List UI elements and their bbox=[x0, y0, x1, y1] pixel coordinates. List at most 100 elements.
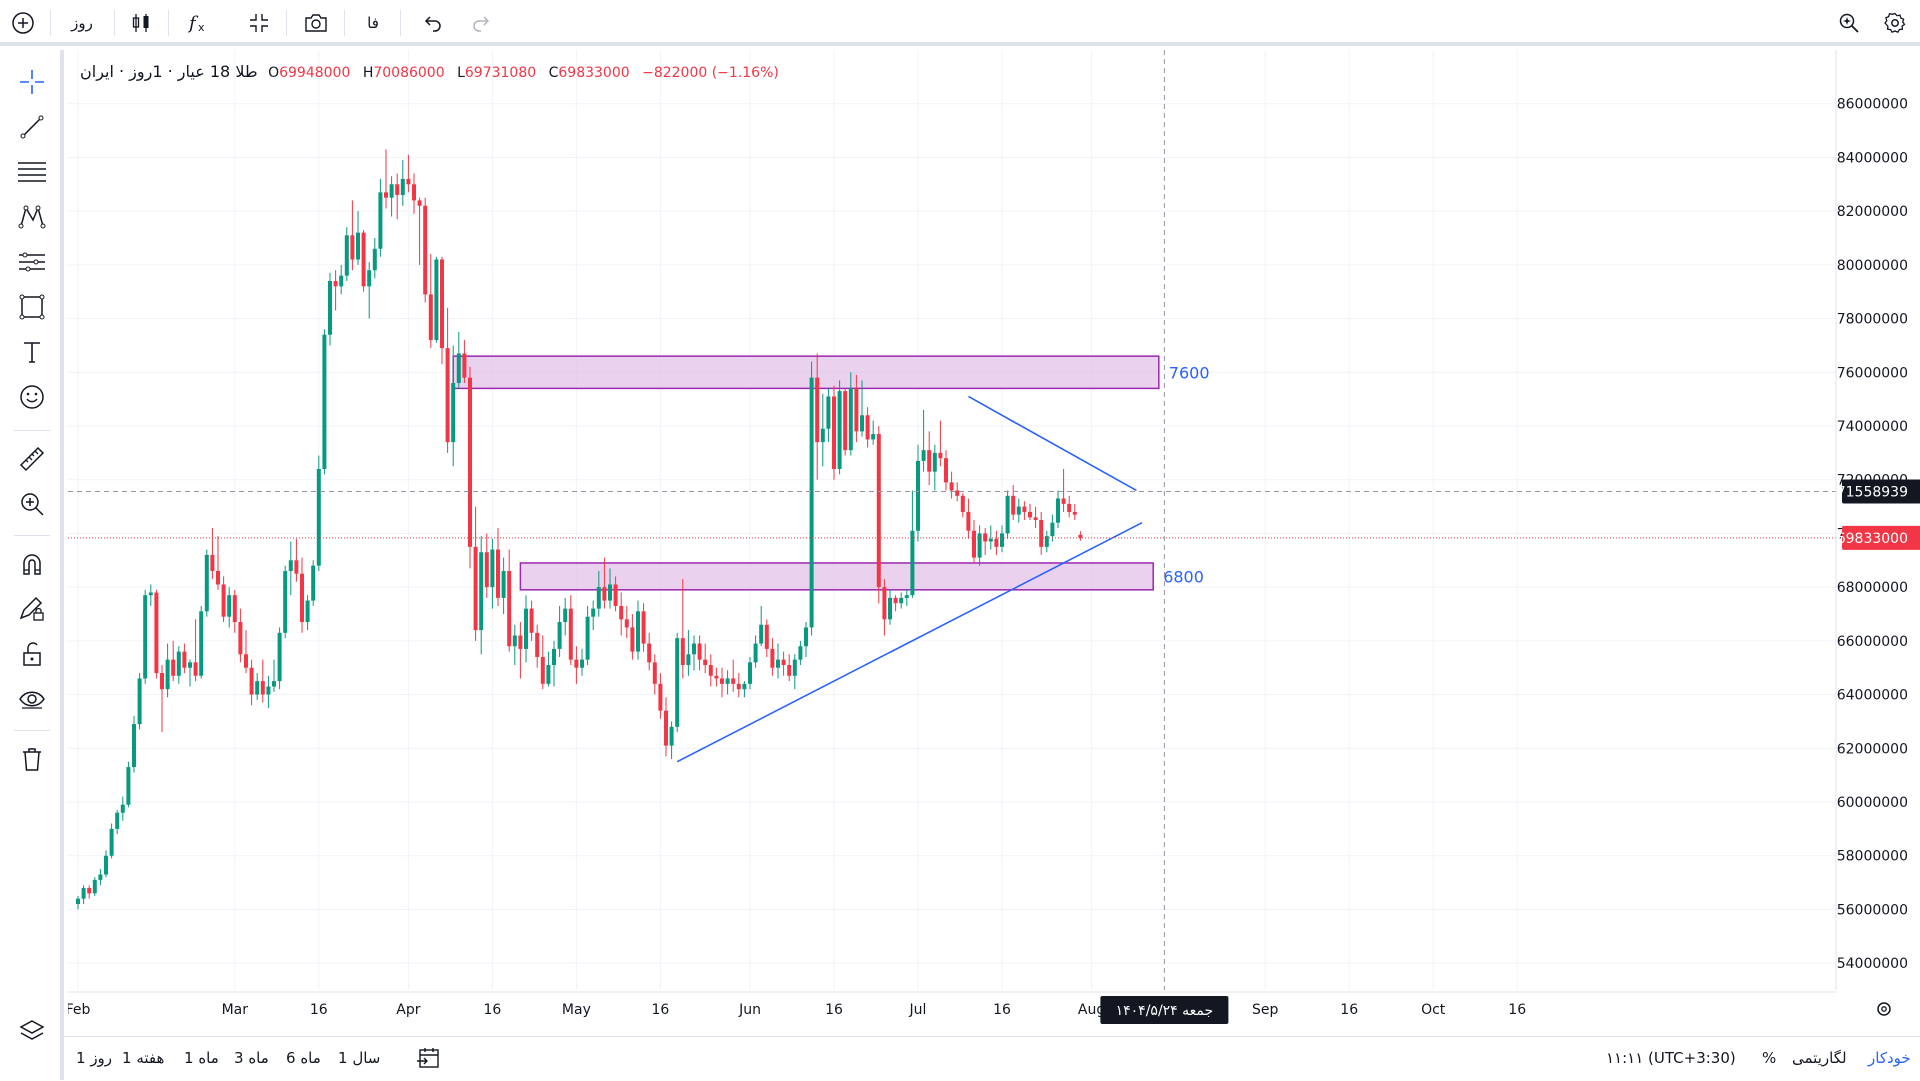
candle-body bbox=[764, 624, 769, 649]
time-tick-label: 16 bbox=[1340, 1002, 1358, 1018]
candle-body bbox=[994, 538, 999, 547]
remove-drawings-tool[interactable] bbox=[15, 742, 49, 776]
redo-button[interactable] bbox=[466, 8, 496, 38]
candle-body bbox=[899, 597, 904, 604]
legend-close: 69833000 bbox=[558, 65, 630, 81]
prediction-tool[interactable] bbox=[15, 245, 49, 279]
candle-body bbox=[636, 611, 640, 652]
range-1d[interactable]: 1 روز bbox=[76, 1049, 113, 1067]
candle-body bbox=[815, 377, 820, 443]
layers-icon bbox=[19, 1020, 45, 1040]
percent-toggle[interactable]: % bbox=[1762, 1049, 1777, 1067]
go-to-date-button[interactable] bbox=[416, 1045, 442, 1075]
range-1m[interactable]: 1 ماه bbox=[184, 1049, 219, 1067]
candle-body bbox=[652, 662, 657, 684]
range-3m[interactable]: 3 ماه bbox=[234, 1049, 269, 1067]
legend-low: 69731080 bbox=[464, 65, 537, 81]
candle-body bbox=[714, 675, 719, 679]
rectangle-icon bbox=[19, 294, 45, 320]
candle-body bbox=[490, 549, 495, 588]
candle-body bbox=[871, 434, 876, 440]
language-button[interactable]: فا bbox=[367, 14, 379, 32]
candle-body bbox=[512, 635, 517, 647]
candle-body bbox=[339, 275, 344, 287]
range-1y[interactable]: 1 سال bbox=[338, 1049, 381, 1067]
candle-body bbox=[854, 388, 859, 432]
candle-body bbox=[1044, 536, 1049, 547]
text-icon bbox=[24, 342, 40, 363]
candle-body bbox=[328, 280, 332, 335]
candle-body bbox=[288, 560, 293, 572]
crosshair-tool[interactable] bbox=[15, 65, 49, 99]
timezone-clock[interactable]: ۱۱:۱۱ (UTC+3:30) bbox=[1606, 1049, 1736, 1067]
range-6m[interactable]: 6 ماه bbox=[286, 1049, 321, 1067]
trendline-tool[interactable] bbox=[15, 110, 49, 144]
shapes-tool[interactable] bbox=[15, 290, 49, 324]
candle-body bbox=[216, 571, 220, 585]
zoom-tool[interactable] bbox=[15, 487, 49, 521]
interval-button[interactable]: روز bbox=[71, 14, 93, 32]
zoom-in-icon bbox=[21, 493, 44, 516]
candle-body bbox=[333, 280, 338, 287]
candle-body bbox=[456, 353, 461, 384]
candle-body bbox=[697, 643, 702, 660]
emoji-tool[interactable] bbox=[15, 380, 49, 414]
candle-body bbox=[876, 434, 881, 588]
pattern-icon bbox=[18, 205, 46, 229]
crosshair-date-label: جمعه ۱۴۰۴/۵/۲۴ bbox=[1116, 1003, 1214, 1019]
legend-open: 69948000 bbox=[279, 65, 351, 81]
candle-body bbox=[400, 178, 405, 196]
legend-symbol[interactable]: طلا 18 عیار ‧ 1روز ‧ ایران bbox=[80, 62, 258, 81]
hide-drawings-tool[interactable] bbox=[15, 682, 49, 716]
lock-drawings-tool[interactable] bbox=[15, 637, 49, 671]
text-tool[interactable] bbox=[15, 335, 49, 369]
candle-body bbox=[938, 452, 943, 459]
candle-body bbox=[904, 595, 909, 598]
time-tick-label: Mar bbox=[222, 1002, 249, 1018]
candle-body bbox=[434, 259, 439, 341]
candle-body bbox=[165, 659, 170, 690]
candle-body bbox=[1000, 533, 1004, 547]
candle-body bbox=[647, 643, 652, 663]
quick-search-button[interactable] bbox=[1834, 8, 1864, 38]
last-price-label: 69833000 bbox=[1837, 531, 1908, 547]
snapshot-button[interactable] bbox=[300, 8, 332, 38]
settings-button[interactable] bbox=[1880, 8, 1910, 38]
candle-body bbox=[832, 396, 836, 469]
fib-lines-icon bbox=[18, 162, 46, 182]
chart-legend: طلا 18 عیار ‧ 1روز ‧ ایران O69948000 H70… bbox=[80, 62, 787, 81]
candle-body bbox=[109, 828, 114, 856]
candle-body bbox=[792, 659, 797, 676]
undo-button[interactable] bbox=[418, 8, 448, 38]
log-toggle[interactable]: لگاریتمی bbox=[1792, 1049, 1847, 1067]
auto-scale-toggle[interactable]: خودکار bbox=[1868, 1049, 1911, 1067]
trash-icon bbox=[23, 748, 41, 771]
legend-low-label: L bbox=[457, 65, 465, 81]
magnet-tool[interactable] bbox=[15, 547, 49, 581]
candle-body bbox=[1033, 517, 1038, 520]
stay-drawing-tool[interactable] bbox=[15, 592, 49, 626]
last-price-tag bbox=[1842, 525, 1920, 550]
candle-body bbox=[680, 638, 685, 666]
candle-body bbox=[104, 855, 108, 875]
candle-body bbox=[171, 659, 176, 676]
add-symbol-button[interactable] bbox=[8, 8, 38, 38]
measure-tool[interactable] bbox=[15, 442, 49, 476]
candle-body bbox=[1005, 495, 1010, 534]
fib-tool[interactable] bbox=[15, 155, 49, 189]
candle-body bbox=[535, 632, 540, 657]
eye-icon bbox=[19, 691, 45, 709]
trendline bbox=[676, 521, 1143, 763]
fullscreen-button[interactable] bbox=[244, 8, 274, 38]
pattern-tool[interactable] bbox=[15, 200, 49, 234]
object-tree-button[interactable] bbox=[15, 1015, 49, 1049]
price-chart[interactable]: 7600 6800 54000000 56000000 58000000 6000000… bbox=[68, 50, 1920, 1036]
crosshair-date-tag bbox=[1100, 996, 1229, 1024]
candle-body bbox=[210, 554, 215, 572]
chart-type-button[interactable] bbox=[126, 8, 156, 38]
candle-body bbox=[199, 611, 204, 676]
crosshair-icon bbox=[20, 70, 44, 94]
range-1w[interactable]: 1 هفته bbox=[122, 1049, 165, 1067]
price-tick-label: 54000000 bbox=[1837, 956, 1908, 972]
